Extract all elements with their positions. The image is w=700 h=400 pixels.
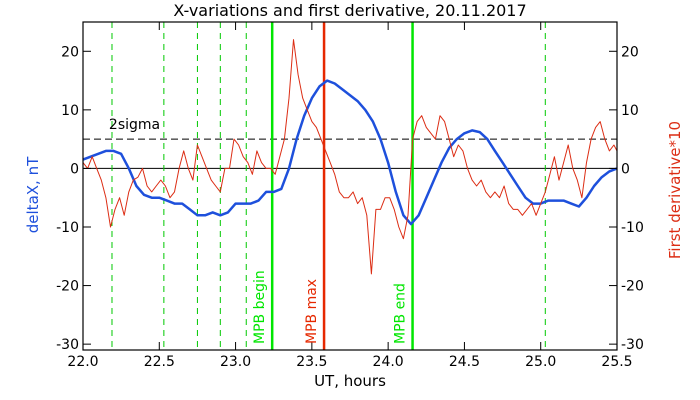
right-y-tick-label: 20 <box>621 44 639 60</box>
x-tick-label: 22.5 <box>144 354 175 370</box>
marker-label-6: MPB max <box>304 279 320 344</box>
left-y-axis: 20 10 0 -10 -20 -30 <box>56 44 91 353</box>
left-y-tick-label: 0 <box>70 161 79 177</box>
x-tick-label: 22.0 <box>67 354 98 370</box>
marker-label-7: MPB end <box>393 283 409 344</box>
series-line-deltaX <box>82 79 618 226</box>
right-y-axis-label: First derivative*10 <box>666 121 684 259</box>
left-y-tick-label: 10 <box>61 103 79 119</box>
x-tick-label: 23.5 <box>296 354 327 370</box>
right-y-tick-label: -10 <box>621 220 644 236</box>
right-y-tick-label: 0 <box>621 161 630 177</box>
series-lines <box>82 39 618 275</box>
x-axis-label: UT, hours <box>314 372 386 390</box>
plot-frame <box>82 21 618 351</box>
vertical-markers <box>111 22 546 350</box>
left-y-axis-label: deltaX, nT <box>24 156 42 233</box>
x-tick-label: 25.0 <box>525 354 556 370</box>
right-y-tick-label: -20 <box>621 279 644 295</box>
reference-lines <box>83 138 617 169</box>
chart-title: X-variations and first derivative, 20.11… <box>173 1 526 20</box>
annotation-2sigma: 2sigma <box>109 117 160 133</box>
right-y-tick-label: -30 <box>621 337 644 353</box>
left-y-tick-label: -30 <box>56 337 79 353</box>
marker-label-5: MPB begin <box>252 270 268 344</box>
x-tick-label: 23.0 <box>220 354 251 370</box>
plot-area: 22.0 22.5 23.0 23.5 24.0 24.5 25.0 25.5 20 10 0 -1… <box>56 21 644 370</box>
x-axis: 22.0 22.5 23.0 23.5 24.0 24.5 25.0 25.5 <box>67 22 633 370</box>
x-tick-label: 25.5 <box>601 354 632 370</box>
right-y-tick-label: 10 <box>621 103 639 119</box>
left-y-tick-label: 20 <box>61 44 79 60</box>
left-y-tick-label: -20 <box>56 279 79 295</box>
x-tick-label: 24.0 <box>373 354 404 370</box>
left-y-tick-label: -10 <box>56 220 79 236</box>
series-line-derivative <box>82 39 618 275</box>
right-y-axis: 20 10 0 -10 -20 -30 <box>609 44 644 353</box>
marker-labels: MPB begin MPB max MPB end <box>252 270 408 344</box>
x-tick-label: 24.5 <box>449 354 480 370</box>
